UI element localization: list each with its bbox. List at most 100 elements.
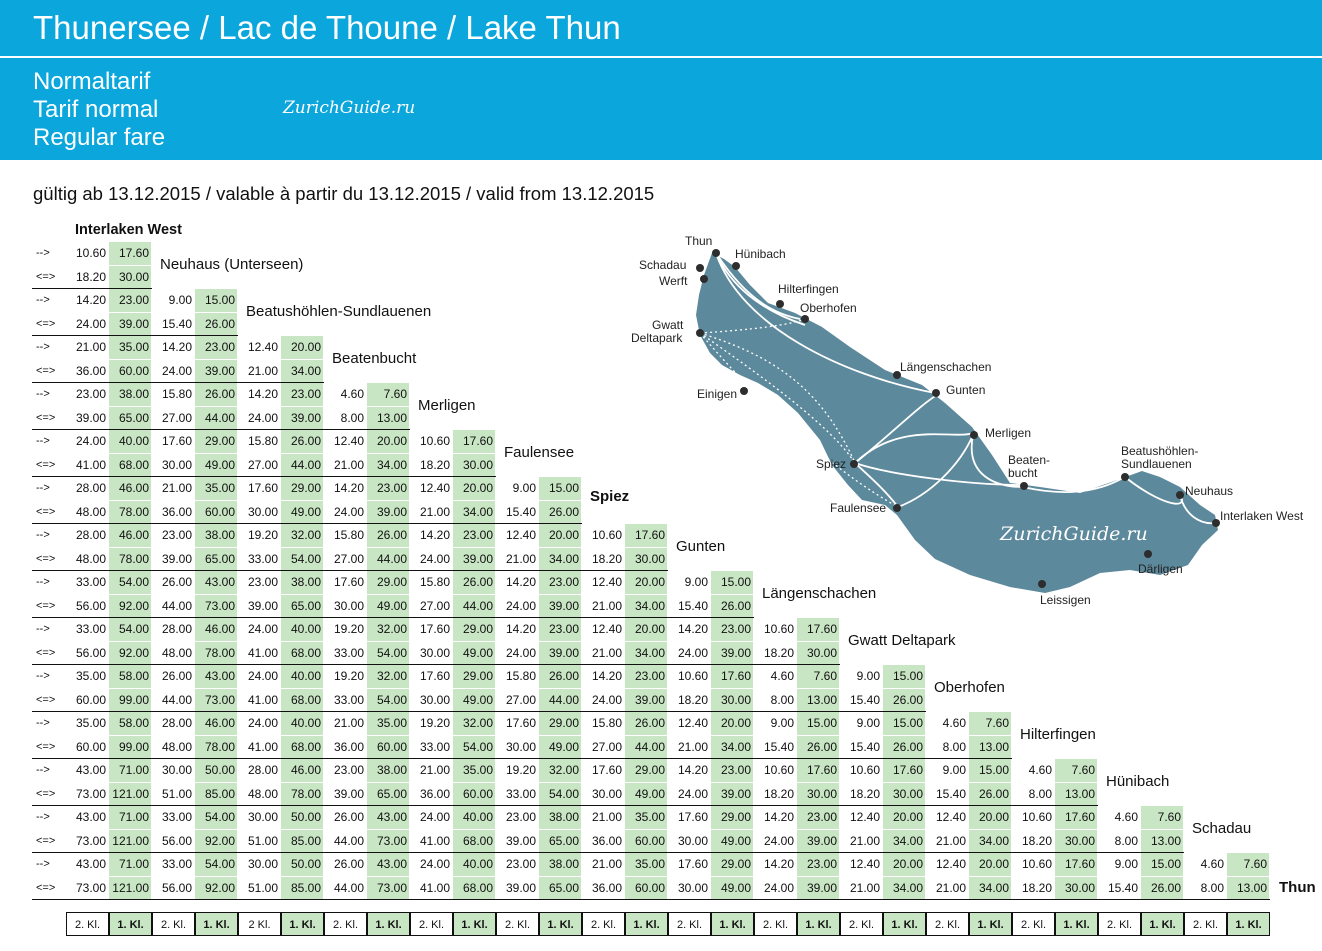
fare-cell-return: 49.00 bbox=[711, 829, 753, 853]
fare-cell-return: 39.00 bbox=[711, 641, 753, 665]
class-label-second: 2 Kl. bbox=[238, 912, 281, 936]
fare-cell-single: 23.00 bbox=[797, 853, 839, 876]
fare-cell-single: 58.00 bbox=[109, 665, 151, 688]
fare-cell-return: 15.40 bbox=[1107, 880, 1138, 895]
fare-cell-return: 30.00 bbox=[797, 641, 839, 665]
fare-cell-single: 35.00 bbox=[75, 669, 106, 683]
fare-cell-return: 21.00 bbox=[505, 551, 536, 566]
stop-daerligen-icon bbox=[1144, 550, 1152, 558]
fare-cell-return: 26.00 bbox=[883, 735, 925, 759]
fare-cell-single: 17.60 bbox=[505, 716, 536, 730]
fare-cell-return: 73.00 bbox=[75, 833, 106, 848]
fare-cell-return: 39.00 bbox=[505, 880, 536, 895]
fare-cell-single: 7.60 bbox=[367, 383, 409, 406]
row-separator bbox=[32, 617, 754, 618]
fare-cell-single: 38.00 bbox=[367, 759, 409, 782]
fare-cell-return: 13.00 bbox=[1141, 829, 1183, 853]
fare-cell-return: 8.00 bbox=[1028, 786, 1052, 801]
fare-cell-return: 8.00 bbox=[1200, 880, 1224, 895]
fare-cell-return: 78.00 bbox=[195, 735, 237, 759]
fare-cell-return: 24.00 bbox=[505, 645, 536, 660]
fare-cell-single: 33.00 bbox=[161, 810, 192, 824]
fare-cell-single: 28.00 bbox=[161, 716, 192, 730]
lake-map-graphic bbox=[696, 249, 1220, 593]
fare-cell-single: 26.00 bbox=[195, 383, 237, 406]
fare-cell-single: 14.20 bbox=[505, 622, 536, 636]
fare-cell-return: 39.00 bbox=[625, 688, 667, 712]
station-label: Beatenbucht bbox=[332, 350, 417, 367]
fare-cell-return: 78.00 bbox=[195, 641, 237, 665]
fare-cell-single: 30.00 bbox=[247, 810, 278, 824]
fare-cell-single: 23.00 bbox=[247, 575, 278, 589]
fare-cell-single: 21.00 bbox=[75, 340, 106, 354]
fare-cell-single: 7.60 bbox=[1141, 806, 1183, 829]
fare-cell-single: 35.00 bbox=[367, 712, 409, 735]
fare-cell-single: 10.60 bbox=[75, 246, 106, 260]
fare-cell-return: 56.00 bbox=[161, 833, 192, 848]
class-label-first: 1. Kl. bbox=[195, 912, 238, 936]
fare-cell-return: 34.00 bbox=[883, 876, 925, 900]
fare-cell-return: 49.00 bbox=[367, 594, 409, 618]
fare-cell-return: 30.00 bbox=[453, 453, 495, 477]
fare-cell-return: 41.00 bbox=[247, 692, 278, 707]
fare-cell-single: 33.00 bbox=[75, 622, 106, 636]
stop-interlaken-icon bbox=[1212, 519, 1220, 527]
fare-cell-return: 78.00 bbox=[281, 782, 323, 806]
fare-cell-return: 92.00 bbox=[109, 594, 151, 618]
map-label-beatushoehlen-1: Beatushöhlen- bbox=[1121, 444, 1199, 458]
stop-hilterfingen-icon bbox=[776, 300, 784, 308]
fare-cell-return: 65.00 bbox=[281, 594, 323, 618]
fare-cell-single: 23.00 bbox=[539, 571, 581, 594]
fare-cell-single: 7.60 bbox=[969, 712, 1011, 735]
class-label-first: 1. Kl. bbox=[281, 912, 324, 936]
fare-cell-return: 36.00 bbox=[161, 504, 192, 519]
row-separator bbox=[32, 664, 840, 665]
fare-cell-return: 54.00 bbox=[281, 547, 323, 571]
fare-cell-single: 9.00 bbox=[942, 763, 966, 777]
fare-cell-single: 71.00 bbox=[109, 759, 151, 782]
fare-cell-return: 36.00 bbox=[591, 880, 622, 895]
fare-cell-single: 14.20 bbox=[763, 857, 794, 871]
fare-cell-return: 18.20 bbox=[763, 645, 794, 660]
fare-cell-single: 54.00 bbox=[195, 806, 237, 829]
fare-cell-return: 36.00 bbox=[333, 739, 364, 754]
fare-cell-return: 73.00 bbox=[195, 594, 237, 618]
fare-cell-single: 40.00 bbox=[453, 806, 495, 829]
map-label-deltapark: Deltapark bbox=[631, 331, 683, 345]
fare-cell-single: 40.00 bbox=[109, 430, 151, 453]
fare-cell-return: 8.00 bbox=[770, 692, 794, 707]
map-label-beatenbucht-1: Beaten- bbox=[1008, 453, 1051, 467]
direction-return-label: <=> bbox=[36, 270, 56, 283]
fare-cell-return: 39.00 bbox=[195, 359, 237, 383]
row-separator bbox=[32, 758, 1012, 759]
direction-return-label: <=> bbox=[36, 364, 56, 377]
fare-cell-return: 30.00 bbox=[419, 645, 450, 660]
station-label: Spiez bbox=[590, 488, 630, 505]
fare-cell-return: 44.00 bbox=[333, 833, 364, 848]
fare-cell-return: 39.00 bbox=[453, 547, 495, 571]
stop-spiez-icon bbox=[850, 460, 858, 468]
stop-huenibach-icon bbox=[732, 262, 740, 270]
fare-cell-single: 21.00 bbox=[591, 857, 622, 871]
fare-cell-single: 15.80 bbox=[247, 434, 278, 448]
fare-cell-return: 73.00 bbox=[75, 880, 106, 895]
fare-cell-single: 32.00 bbox=[367, 618, 409, 641]
fare-cell-single: 12.40 bbox=[677, 716, 708, 730]
stop-gunten-icon bbox=[932, 389, 940, 397]
fare-cell-return: 18.20 bbox=[849, 786, 880, 801]
stop-thun-icon bbox=[712, 249, 720, 257]
class-label-first: 1. Kl. bbox=[797, 912, 840, 936]
fare-cell-return: 85.00 bbox=[195, 782, 237, 806]
fare-cell-single: 10.60 bbox=[763, 622, 794, 636]
fare-cell-return: 41.00 bbox=[247, 739, 278, 754]
fare-cell-single: 50.00 bbox=[281, 806, 323, 829]
fare-cell-return: 65.00 bbox=[367, 782, 409, 806]
map-label-werft: Werft bbox=[659, 274, 688, 288]
fare-cell-single: 15.80 bbox=[591, 716, 622, 730]
class-label-second: 2. Kl. bbox=[1012, 912, 1055, 936]
fare-cell-single: 19.20 bbox=[419, 716, 450, 730]
stop-gwatt-icon bbox=[696, 329, 704, 337]
fare-cell-single: 30.00 bbox=[161, 763, 192, 777]
fare-cell-single: 12.40 bbox=[935, 810, 966, 824]
fare-cell-single: 40.00 bbox=[281, 712, 323, 735]
